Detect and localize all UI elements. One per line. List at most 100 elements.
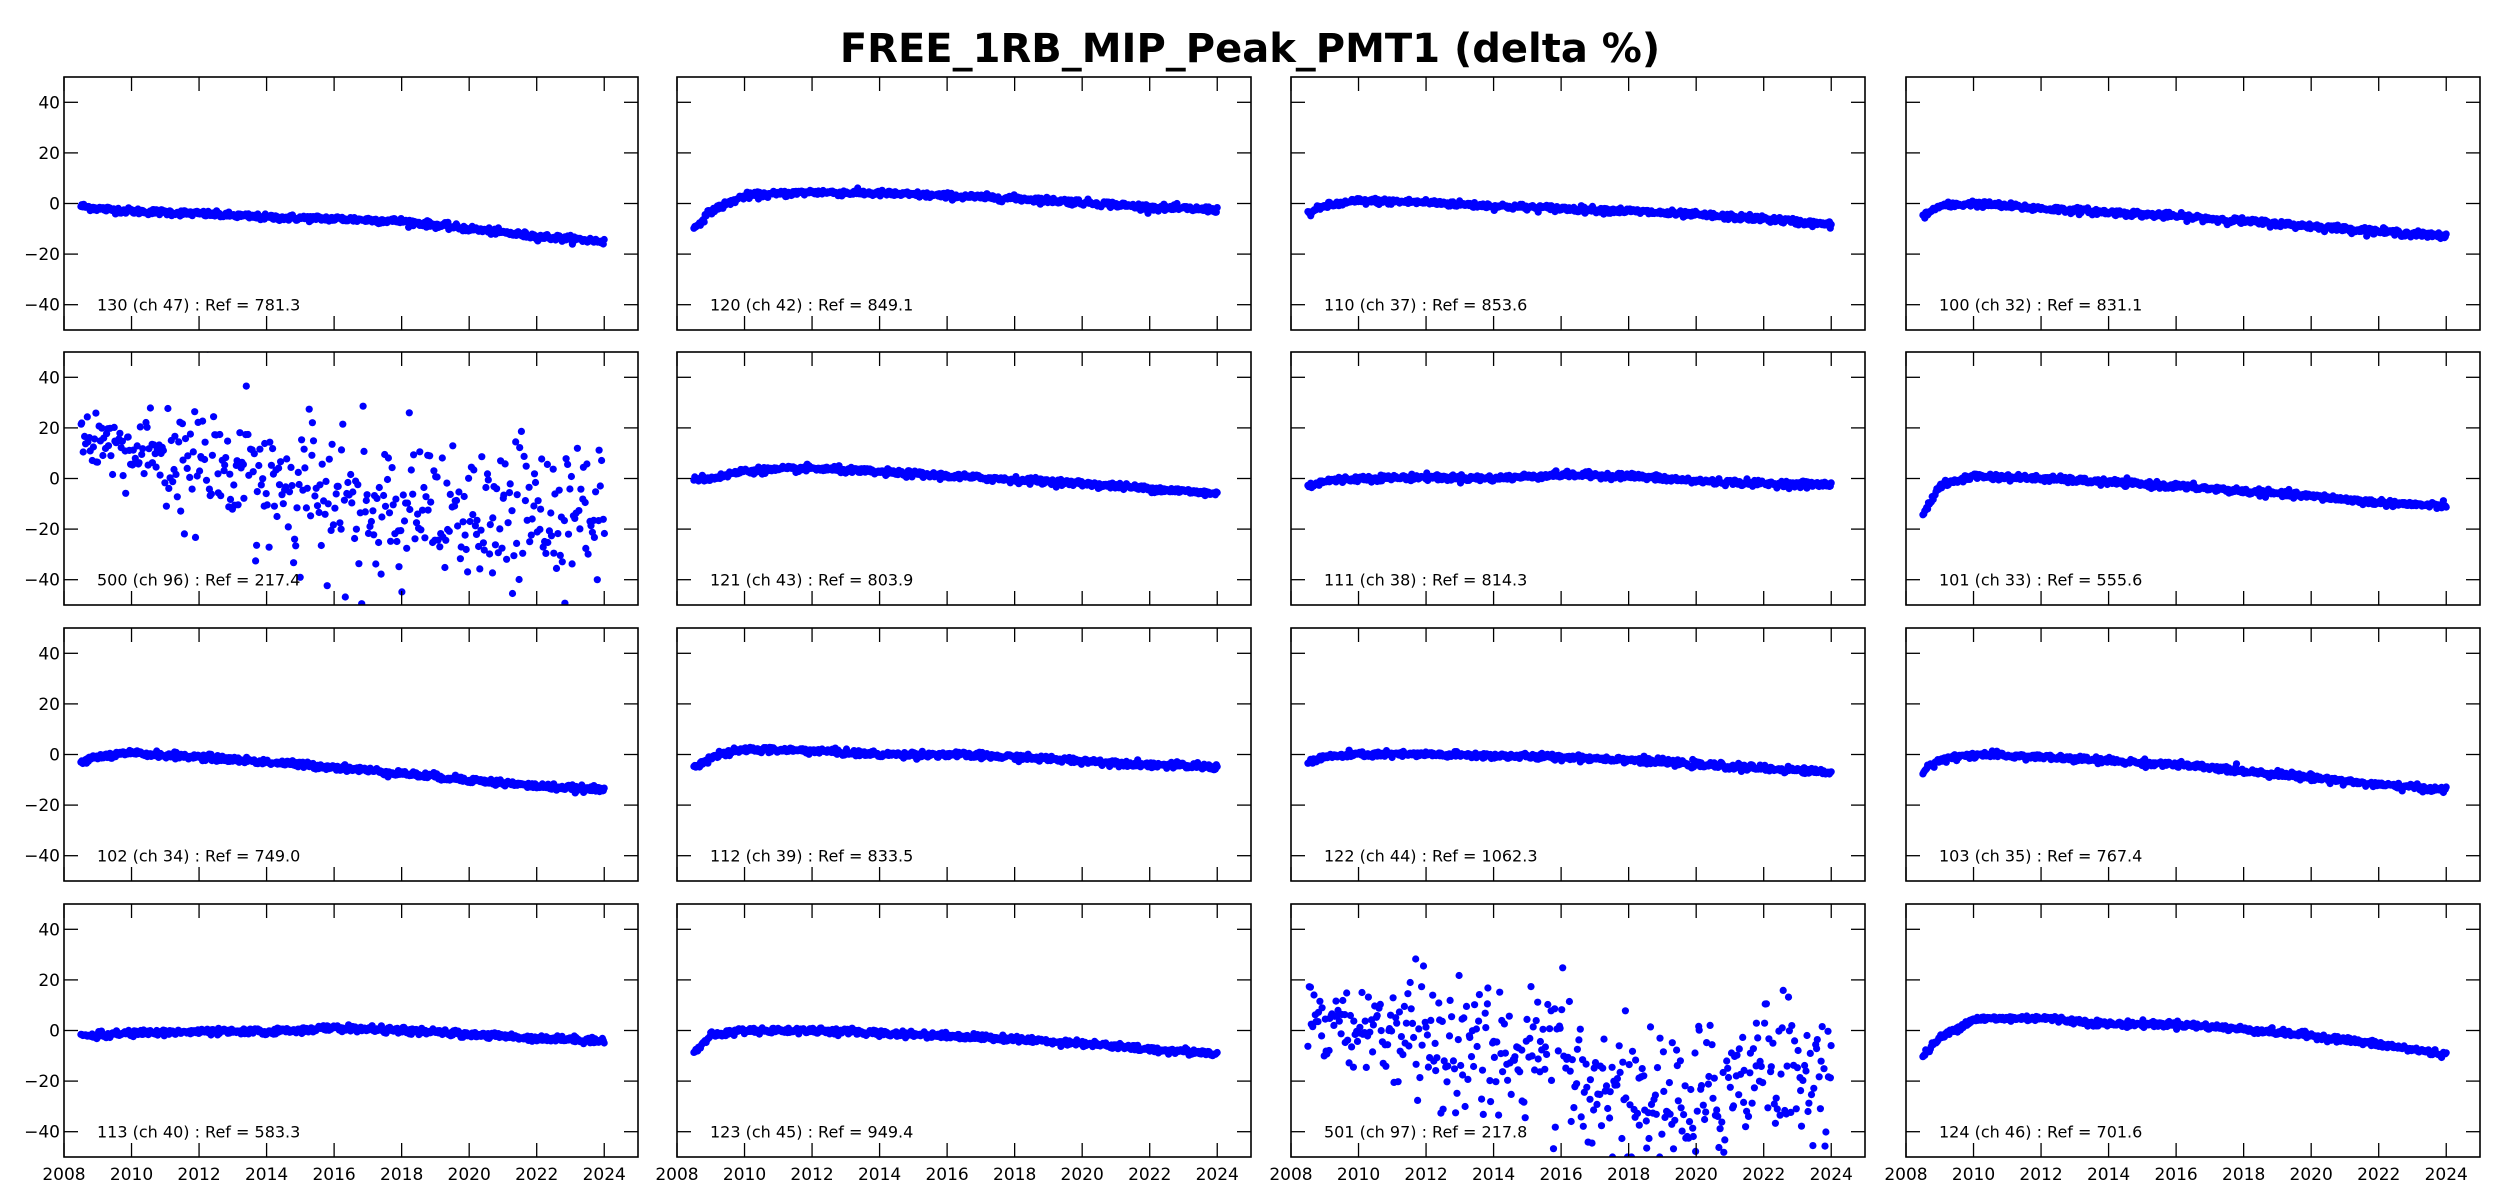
- data-point: [370, 531, 378, 539]
- data-point: [403, 499, 412, 507]
- data-point: [208, 451, 216, 459]
- data-point: [555, 486, 563, 494]
- data-point: [397, 527, 405, 535]
- data-point: [184, 452, 192, 460]
- data-point: [244, 430, 252, 439]
- data-point: [433, 473, 441, 481]
- panel-label: 130 (ch 47) : Ref = 781.3: [97, 296, 300, 315]
- data-point: [471, 522, 479, 530]
- data-point: [270, 502, 278, 510]
- data-point: [393, 537, 401, 546]
- data-point: [483, 470, 492, 478]
- panel-label: 121 (ch 43) : Ref = 803.9: [710, 571, 913, 590]
- data-point: [253, 541, 261, 549]
- data-point: [349, 488, 357, 496]
- data-point: [293, 504, 301, 512]
- data-point: [201, 438, 209, 446]
- data-point: [395, 563, 403, 571]
- data-point: [340, 496, 348, 504]
- data-point: [568, 560, 576, 568]
- data-point: [414, 510, 422, 518]
- data-point: [284, 523, 292, 531]
- data-point: [438, 454, 446, 462]
- data-point: [465, 474, 473, 482]
- data-point: [143, 423, 151, 431]
- series-points: [690, 184, 1221, 232]
- data-point: [512, 438, 520, 446]
- data-point: [517, 427, 526, 435]
- data-point: [162, 502, 170, 510]
- data-point: [476, 565, 484, 573]
- data-point: [584, 550, 592, 558]
- data-point: [302, 504, 310, 512]
- data-point: [292, 542, 300, 550]
- data-point: [456, 555, 464, 563]
- data-point: [352, 525, 360, 533]
- data-point: [422, 493, 430, 501]
- data-point: [510, 552, 518, 560]
- series-points: [77, 746, 608, 797]
- data-point: [566, 485, 574, 493]
- data-point: [267, 461, 275, 469]
- data-point: [181, 435, 190, 443]
- data-point: [508, 589, 517, 598]
- data-point: [564, 530, 573, 538]
- data-point: [600, 235, 608, 244]
- data-point: [348, 499, 356, 507]
- data-point: [526, 538, 534, 546]
- data-point: [220, 467, 228, 475]
- data-point: [455, 488, 463, 496]
- data-point: [560, 517, 569, 525]
- data-point: [362, 496, 370, 505]
- data-point: [389, 501, 397, 509]
- data-point: [337, 525, 345, 533]
- axes-frame: [63, 76, 639, 331]
- data-point: [291, 535, 299, 543]
- data-point: [418, 506, 427, 514]
- data-point: [587, 522, 595, 530]
- data-point: [323, 582, 331, 590]
- data-point: [1827, 220, 1835, 228]
- data-point: [263, 501, 271, 509]
- data-point: [328, 440, 336, 448]
- data-point: [478, 453, 486, 461]
- data-point: [426, 452, 434, 460]
- data-point: [464, 568, 472, 576]
- data-point: [581, 498, 589, 507]
- data-point: [186, 473, 194, 481]
- data-point: [334, 482, 342, 490]
- y-tick-label: 0: [49, 195, 60, 215]
- series-points: [1304, 467, 1835, 493]
- data-point: [236, 429, 244, 437]
- data-point: [538, 455, 546, 463]
- data-point: [479, 539, 487, 547]
- data-point: [308, 451, 316, 459]
- data-point: [277, 458, 285, 466]
- data-point: [403, 544, 411, 552]
- data-point: [300, 445, 308, 453]
- data-point: [409, 490, 417, 498]
- series-points: [1919, 197, 2450, 243]
- data-point: [207, 490, 215, 498]
- data-point: [539, 543, 547, 551]
- panel-label: 500 (ch 96) : Ref = 217.4: [97, 571, 300, 590]
- data-point: [175, 438, 183, 446]
- data-point: [257, 481, 265, 489]
- data-point: [552, 564, 561, 573]
- data-point: [296, 573, 304, 581]
- data-point: [252, 557, 260, 565]
- series-points: [1919, 470, 2450, 519]
- data-point: [165, 484, 173, 492]
- data-point: [378, 513, 386, 521]
- data-point: [92, 409, 100, 417]
- data-point: [239, 460, 247, 468]
- data-point: [543, 460, 552, 468]
- data-point: [501, 460, 509, 468]
- data-point: [255, 461, 263, 470]
- data-point: [593, 576, 601, 584]
- data-point: [470, 466, 478, 474]
- data-point: [118, 437, 126, 445]
- y-tick-label: −40: [24, 571, 60, 591]
- data-point: [462, 545, 470, 554]
